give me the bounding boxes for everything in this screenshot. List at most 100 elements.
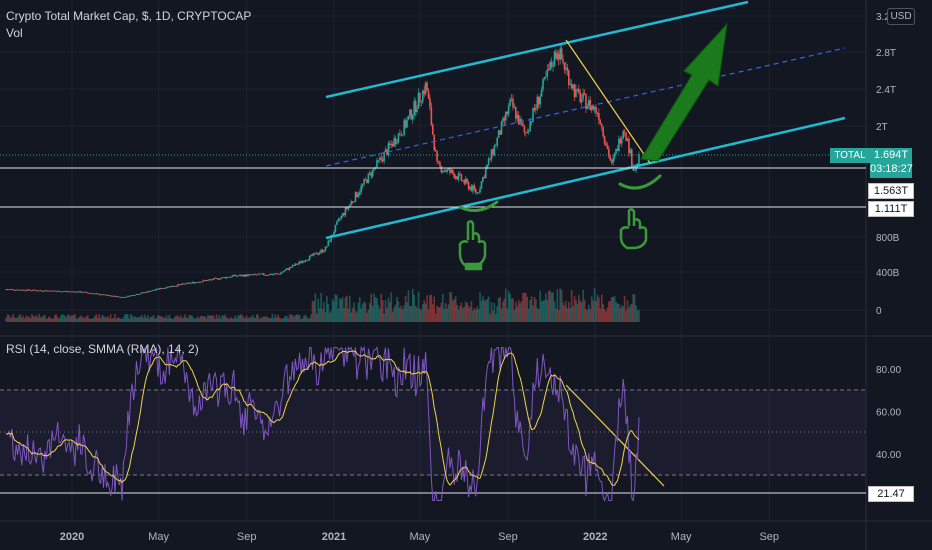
candle-body [407,115,410,121]
candle-body [174,285,176,287]
candle-body [633,170,636,172]
rsi-tick-label: 40.00 [876,450,901,461]
candle-body [400,134,403,136]
rsi-tick-label: 80.00 [876,365,901,376]
candle-body [79,291,82,293]
candle-body [28,289,30,291]
candle-body [463,180,466,184]
volume-bar [578,294,580,322]
time-tick-label: 2022 [583,531,607,543]
volume-bar [320,292,322,322]
candle-body [54,290,56,292]
volume-bar [273,318,275,322]
candle-body [343,213,345,216]
candle-body [620,138,623,144]
descending-trendline[interactable] [565,39,651,164]
candle-body [8,289,10,291]
candle-body [477,192,480,193]
volume-bar [208,315,211,322]
candle-body [384,149,387,153]
candle-body [509,99,511,106]
candle-body [363,179,365,185]
candle-body [410,109,413,120]
candle-body [164,287,166,289]
channel-midline[interactable] [325,47,846,167]
candle-body [567,70,570,85]
candle-body [104,294,106,296]
candle-body [305,260,308,262]
candle-body [625,132,627,141]
volume-bar [29,318,32,322]
candle-body [293,265,295,267]
candle-body [185,282,188,285]
volume-bar [401,309,404,322]
volume-bar [227,318,229,322]
volume-bar [532,305,534,322]
candle-body [31,290,33,292]
candle-body [32,289,35,291]
volume-bar [358,297,361,322]
volume-bar [431,304,434,322]
candle-body [354,192,357,202]
candle-body [452,169,454,174]
channel-lower-line[interactable] [325,116,846,240]
volume-bar [161,316,163,322]
volume-bar [616,303,619,322]
candle-body [62,291,65,293]
time-tick-label: May [148,531,169,543]
volume-bar [19,314,22,322]
candle-body [499,130,501,135]
candle-body [300,261,302,263]
candle-body [467,182,470,190]
rsi-descending-trendline[interactable] [565,384,665,487]
candle-body [494,145,497,147]
volume-bar [108,318,111,322]
time-tick-label: 2020 [60,531,84,543]
volume-bar [496,306,499,322]
bullish-arrow[interactable] [640,22,728,162]
volume-bar [81,317,83,322]
volume-bar [482,296,484,322]
candle-body [198,281,201,283]
candle-body [125,296,128,298]
candle-body [351,201,354,203]
volume-bar [225,317,228,322]
candle-body [373,168,375,170]
volume-bar [331,299,334,322]
candle-body [396,142,398,144]
volume-bar [16,317,19,322]
volume-bar [293,316,295,322]
candle-body [42,291,45,292]
candle-body [250,274,252,276]
channel-upper-line[interactable] [325,0,749,99]
volume-bar [379,308,381,322]
candle-body [598,113,600,121]
volume-bar [426,295,428,322]
candle-body [145,292,148,293]
volume-bar [487,296,490,322]
volume-bar [633,294,636,322]
volume-bar [234,315,237,322]
candle-body [175,285,178,287]
candle-body [615,148,617,154]
volume-bar [247,318,249,322]
candle-body [505,111,507,121]
volume-bar [572,306,574,322]
volume-bar [565,300,567,322]
volume-bar [366,312,368,322]
time-tick-label: 2021 [322,531,346,543]
volume-bar [297,314,300,322]
volume-bar [99,318,102,322]
hand-pointing-up-icon [458,220,487,271]
candle-body [149,290,152,292]
candle-body [371,169,374,177]
volume-bar [390,292,393,322]
candle-body [135,294,138,296]
candle-body [285,268,288,270]
volume-bar [45,318,48,322]
currency-button[interactable]: USD [887,8,915,25]
volume-bar [490,302,493,322]
volume-bar [115,318,118,322]
volume-bar [589,309,592,322]
